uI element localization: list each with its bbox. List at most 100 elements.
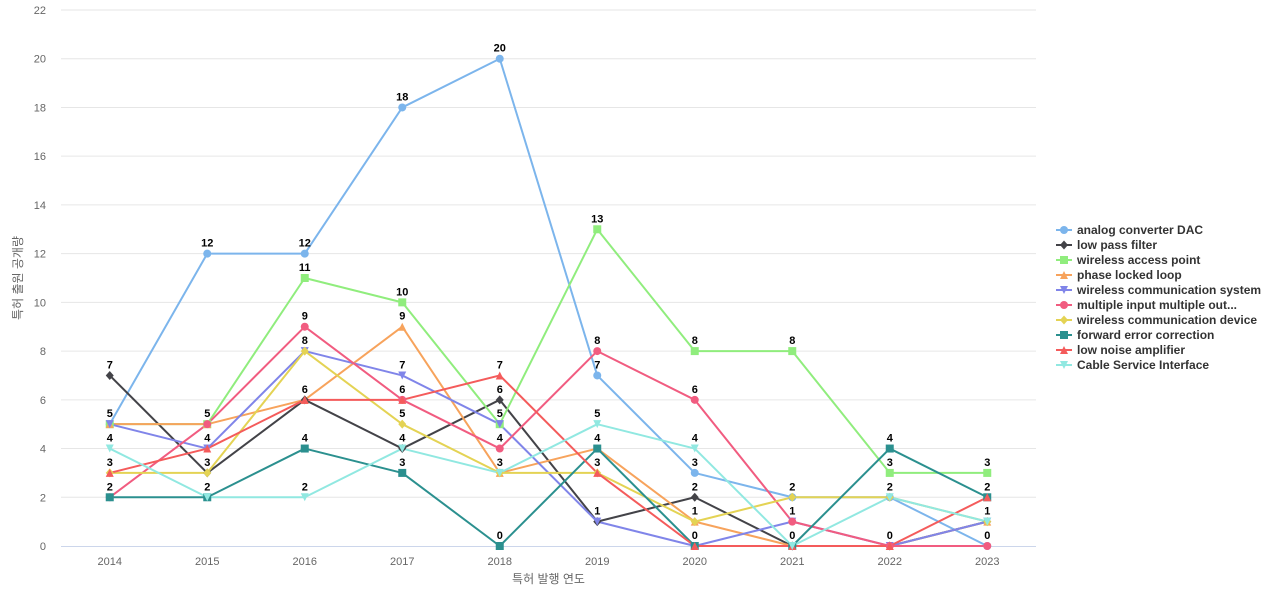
data-point — [593, 347, 602, 356]
legend-item[interactable]: wireless communication device — [1056, 313, 1257, 327]
y-tick-label: 14 — [34, 200, 46, 212]
data-label: 5 — [497, 408, 503, 420]
data-label: 1 — [789, 506, 795, 518]
legend-item[interactable]: forward error correction — [1056, 328, 1214, 342]
y-tick-label: 20 — [34, 54, 46, 66]
legend-symbol — [1060, 286, 1068, 294]
data-point — [495, 395, 504, 405]
data-point — [300, 444, 309, 453]
data-point — [300, 395, 309, 404]
data-labels: 7543212543212119864218109765432076543013… — [107, 43, 991, 542]
data-label: 0 — [497, 530, 503, 542]
data-label: 8 — [302, 335, 308, 347]
y-tick-label: 4 — [40, 444, 46, 456]
data-point — [593, 371, 602, 380]
data-label: 2 — [984, 481, 990, 493]
legend-item[interactable]: multiple input multiple out... — [1056, 298, 1237, 312]
data-point — [203, 420, 212, 429]
y-tick-label: 10 — [34, 297, 46, 309]
series-lines — [108, 57, 988, 547]
x-axis-ticks: 2014 2015 2016 2017 2018 2019 2020 2021 2022 2023 — [98, 556, 1000, 568]
data-label: 9 — [302, 311, 308, 323]
series-line — [109, 325, 988, 547]
x-tick-label: 2023 — [975, 556, 999, 568]
x-tick-label: 2016 — [293, 556, 317, 568]
data-point — [885, 542, 894, 550]
x-tick-label: 2020 — [683, 556, 707, 568]
legend-item[interactable]: Cable Service Interface — [1056, 358, 1209, 372]
legend-item[interactable]: analog converter DAC — [1056, 223, 1203, 237]
data-label: 2 — [204, 481, 210, 493]
data-label: 4 — [399, 433, 406, 445]
legend-item[interactable]: wireless access point — [1056, 253, 1200, 267]
y-tick-label: 16 — [34, 151, 46, 163]
legend-label: multiple input multiple out... — [1077, 298, 1237, 312]
y-tick-label: 8 — [40, 346, 46, 358]
data-point — [203, 493, 212, 502]
x-tick-label: 2017 — [390, 556, 414, 568]
data-point — [593, 225, 602, 234]
data-label: 3 — [887, 457, 893, 469]
data-label: 9 — [399, 311, 405, 323]
data-point — [690, 444, 699, 453]
data-label: 3 — [204, 457, 210, 469]
data-point — [105, 420, 114, 429]
data-label: 6 — [399, 384, 405, 396]
data-point — [495, 542, 504, 550]
legend-symbol — [1060, 240, 1068, 250]
legend-item[interactable]: low pass filter — [1056, 238, 1157, 252]
legend-label: analog converter DAC — [1077, 223, 1203, 237]
data-point — [105, 370, 114, 380]
data-label: 1 — [594, 506, 600, 518]
x-tick-label: 2019 — [585, 556, 609, 568]
data-label: 7 — [107, 359, 113, 371]
y-tick-label: 0 — [40, 541, 46, 553]
legend-symbol — [1060, 361, 1068, 369]
data-label: 20 — [494, 43, 506, 55]
data-point — [788, 347, 797, 356]
data-point — [495, 468, 504, 477]
data-label: 7 — [497, 359, 503, 371]
data-point — [885, 493, 894, 502]
data-point — [203, 249, 212, 258]
data-label: 4 — [497, 433, 504, 445]
legend-symbol — [1060, 301, 1068, 309]
data-label: 7 — [399, 359, 405, 371]
data-label: 4 — [692, 433, 699, 445]
legend-symbol — [1060, 331, 1068, 339]
data-label: 12 — [299, 238, 311, 250]
data-label: 5 — [204, 408, 210, 420]
x-tick-label: 2021 — [780, 556, 804, 568]
data-label: 5 — [107, 408, 113, 420]
legend-symbol — [1060, 271, 1068, 279]
legend-item[interactable]: low noise amplifier — [1056, 343, 1185, 357]
data-label: 2 — [107, 481, 113, 493]
data-label: 0 — [984, 530, 990, 542]
legend-label: low noise amplifier — [1077, 343, 1185, 357]
data-point — [593, 444, 602, 453]
data-label: 3 — [594, 457, 600, 469]
data-label: 1 — [692, 506, 698, 518]
x-tick-label: 2022 — [878, 556, 902, 568]
data-point — [105, 468, 114, 477]
data-point — [300, 493, 309, 502]
data-point — [690, 395, 699, 404]
legend-item[interactable]: phase locked loop — [1056, 268, 1182, 282]
x-tick-label: 2014 — [98, 556, 122, 568]
data-point — [495, 444, 504, 453]
legend-item[interactable]: wireless communication system — [1056, 283, 1261, 297]
legend-symbol — [1060, 315, 1068, 325]
data-point — [983, 517, 992, 526]
data-point — [398, 419, 407, 429]
data-point — [398, 322, 407, 331]
data-label: 0 — [789, 530, 795, 542]
y-tick-label: 18 — [34, 102, 46, 114]
data-label: 4 — [302, 433, 309, 445]
data-label: 13 — [591, 213, 603, 225]
data-label: 11 — [299, 262, 311, 274]
data-point — [300, 322, 309, 331]
data-label: 2 — [692, 481, 698, 493]
data-point — [105, 444, 114, 453]
data-point — [885, 468, 894, 477]
data-label: 3 — [692, 457, 698, 469]
